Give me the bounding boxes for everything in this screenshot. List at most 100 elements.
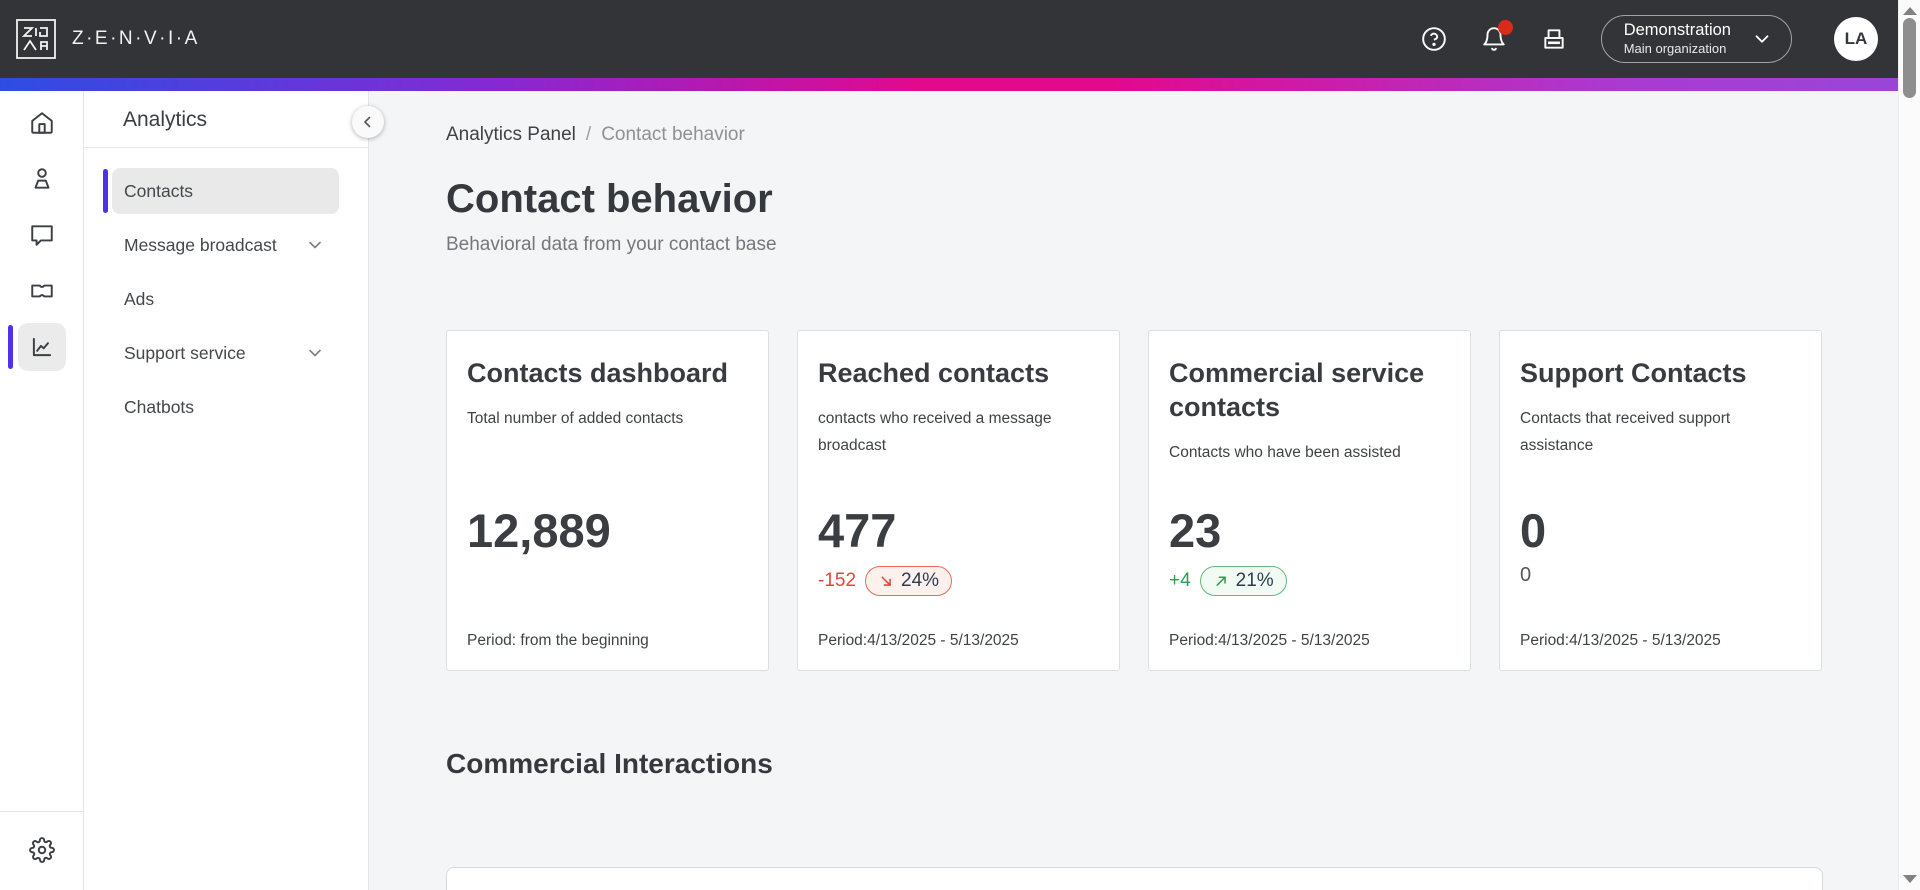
- organization-text: Demonstration Main organization: [1624, 20, 1731, 58]
- organization-subtitle: Main organization: [1623, 41, 1727, 57]
- card-commercial-service-contacts: Commercial service contacts Contacts who…: [1148, 330, 1471, 671]
- card-description: contacts who received a message broadcas…: [818, 409, 1052, 454]
- chat-bubble-icon: [29, 222, 55, 248]
- card-reached-contacts: Reached contacts contacts who received a…: [797, 330, 1120, 671]
- icon-rail: [0, 91, 84, 890]
- active-indicator: [7, 325, 13, 369]
- top-bar-actions: Demonstration Main organization LA: [1394, 15, 1878, 63]
- breadcrumb-separator: /: [585, 124, 592, 145]
- sidebar-item-label: Support service: [124, 342, 246, 363]
- rail-item-settings[interactable]: [18, 826, 66, 874]
- sidebar-item-label: Contacts: [124, 180, 194, 201]
- card-title: Commercial service contacts: [1169, 358, 1425, 422]
- card-title: Contacts dashboard: [467, 358, 729, 388]
- page-subtitle: Behavioral data from your contact base: [446, 234, 777, 255]
- rail-item-contacts[interactable]: [18, 155, 66, 203]
- panel-collapse-button[interactable]: [352, 106, 384, 138]
- user-avatar[interactable]: LA: [1834, 17, 1878, 61]
- trend-pill: 21%: [1199, 566, 1287, 596]
- card-period: Period:4/13/2025 - 5/13/2025: [1520, 632, 1721, 649]
- sidebar-item-label: Ads: [124, 288, 155, 309]
- sidebar-item-contacts[interactable]: Contacts: [103, 168, 339, 214]
- trend-delta: -152: [818, 570, 857, 591]
- page-scrollbar[interactable]: [1898, 0, 1920, 890]
- chevron-left-icon: [359, 113, 377, 131]
- section-title-commercial-interactions: Commercial Interactions: [446, 748, 773, 779]
- card-description: Contacts who have been assisted: [1169, 443, 1401, 461]
- person-icon: [29, 166, 55, 192]
- kpi-cards-row: Contacts dashboard Total number of added…: [446, 330, 1920, 671]
- chevron-down-icon: [1751, 28, 1773, 50]
- card-value: 12,889: [467, 504, 611, 557]
- trend-percent: 21%: [1235, 570, 1274, 591]
- help-icon: [1421, 26, 1447, 52]
- card-value: 23: [1169, 504, 1222, 557]
- brand-wordmark: Z·E·N·V·I·A: [72, 28, 200, 49]
- sidebar-item-chatbots[interactable]: Chatbots: [112, 384, 339, 430]
- home-icon: [29, 110, 55, 136]
- card-title: Support Contacts: [1520, 358, 1747, 388]
- sidebar-item-label: Chatbots: [124, 396, 195, 417]
- card-description: Contacts that received support assistanc…: [1520, 409, 1731, 454]
- content-area: Analytics Panel / Contact behavior Conta…: [369, 91, 1920, 890]
- card-value: 0: [1520, 504, 1547, 557]
- card-period: Period:4/13/2025 - 5/13/2025: [1169, 632, 1370, 649]
- rail-item-tickets[interactable]: [18, 267, 66, 315]
- sidebar-item-ads[interactable]: Ads: [112, 276, 339, 322]
- brand[interactable]: Z·E·N·V·I·A: [15, 18, 200, 60]
- trend-pill: 24%: [865, 566, 953, 596]
- organization-selector[interactable]: Demonstration Main organization: [1600, 15, 1792, 63]
- chevron-down-icon: [305, 235, 325, 255]
- notification-badge: [1497, 20, 1513, 35]
- rail-item-conversations[interactable]: [18, 211, 66, 259]
- print-button[interactable]: [1534, 19, 1574, 59]
- printer-icon: [1541, 26, 1567, 52]
- trend-up-icon: [1213, 573, 1230, 590]
- sidebar-item-message-broadcast[interactable]: Message broadcast: [112, 222, 339, 268]
- active-indicator: [103, 169, 108, 213]
- scrollbar-thumb[interactable]: [1903, 18, 1916, 98]
- help-button[interactable]: [1414, 19, 1454, 59]
- commercial-interactions-card: [446, 867, 1823, 890]
- gear-icon: [28, 837, 55, 863]
- bell-icon: [1481, 26, 1507, 52]
- main-layout: Analytics Contacts Message broadcast Ads: [0, 91, 1920, 890]
- card-period: Period: from the beginning: [467, 632, 649, 649]
- notifications-button[interactable]: [1474, 19, 1514, 59]
- chevron-down-icon: [305, 343, 325, 363]
- organization-name: Demonstration: [1623, 20, 1731, 39]
- breadcrumb: Analytics Panel / Contact behavior: [446, 124, 1920, 146]
- panel-divider: [84, 147, 368, 148]
- card-description: Total number of added contacts: [467, 409, 684, 427]
- rail-bottom: [0, 811, 84, 890]
- card-contacts-dashboard: Contacts dashboard Total number of added…: [446, 330, 769, 671]
- ticket-icon: [29, 278, 55, 304]
- rail-item-home[interactable]: [18, 99, 66, 147]
- breadcrumb-current: Contact behavior: [601, 124, 745, 145]
- card-secondary-value: 0: [1520, 564, 1532, 586]
- zenvia-logo-icon: [15, 18, 57, 60]
- card-support-contacts: Support Contacts Contacts that received …: [1499, 330, 1822, 671]
- analytics-nav-panel: Analytics Contacts Message broadcast Ads: [84, 91, 384, 890]
- line-chart-icon: [29, 334, 55, 360]
- trend-delta: +4: [1169, 570, 1191, 591]
- card-value: 477: [818, 504, 897, 557]
- top-bar: Z·E·N·V·I·A: [0, 0, 1920, 78]
- trend-down-icon: [878, 573, 895, 590]
- brand-gradient-bar: [0, 78, 1920, 91]
- page-title: Contact behavior: [446, 177, 773, 221]
- scroll-up-arrow-icon[interactable]: [1903, 7, 1917, 15]
- sidebar-item-support-service[interactable]: Support service: [112, 330, 339, 376]
- panel-title: Analytics: [123, 108, 208, 131]
- panel-nav-list: Contacts Message broadcast Ads Support s…: [84, 168, 368, 430]
- sidebar-item-label: Message broadcast: [124, 234, 277, 255]
- scroll-down-arrow-icon[interactable]: [1903, 875, 1917, 883]
- card-period: Period:4/13/2025 - 5/13/2025: [818, 632, 1019, 649]
- trend-percent: 24%: [901, 570, 940, 591]
- trend-indicator: +4 21%: [1169, 566, 1287, 596]
- rail-item-analytics[interactable]: [7, 323, 66, 371]
- rail-divider: [0, 811, 84, 812]
- breadcrumb-parent-link[interactable]: Analytics Panel: [446, 124, 576, 145]
- trend-indicator: -152 24%: [818, 566, 953, 596]
- card-title: Reached contacts: [818, 358, 1050, 388]
